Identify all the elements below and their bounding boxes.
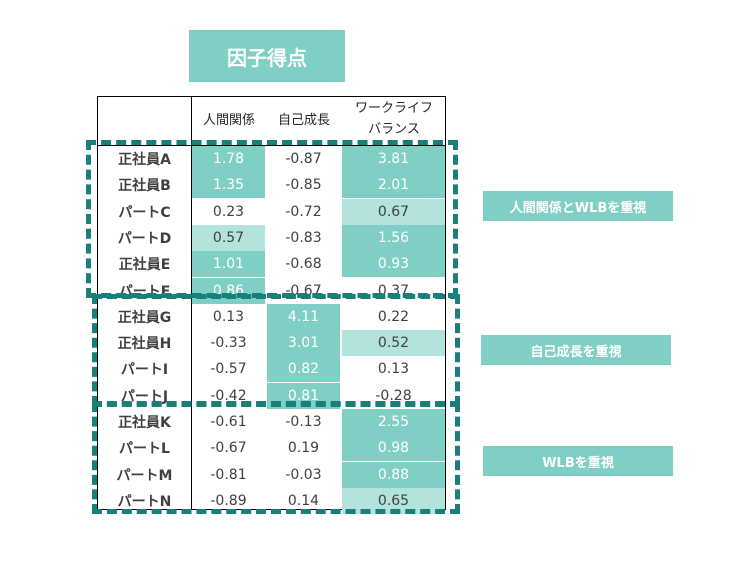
score-cell: 0.93 bbox=[342, 251, 445, 278]
score-cell: 0.82 bbox=[267, 356, 340, 383]
row-label: パートL bbox=[119, 441, 170, 458]
score-cell: -0.33 bbox=[210, 335, 247, 352]
row-label: 正社員B bbox=[118, 178, 171, 195]
row-label: 正社員A bbox=[118, 152, 171, 168]
score-cell: 1.01 bbox=[192, 251, 265, 278]
score-cell: 1.78 bbox=[192, 146, 265, 172]
score-cell: -0.89 bbox=[210, 492, 247, 509]
page-title: 因子得点 bbox=[189, 30, 345, 82]
score-cell: -0.72 bbox=[285, 203, 322, 220]
score-cell: 1.56 bbox=[342, 224, 445, 251]
score-cell: 0.19 bbox=[287, 440, 320, 457]
score-cell: -0.13 bbox=[285, 414, 322, 430]
score-cell: -0.03 bbox=[285, 466, 322, 483]
row-label: パートD bbox=[117, 230, 172, 247]
score-cell: -0.85 bbox=[285, 177, 322, 194]
score-cell: 3.01 bbox=[267, 330, 340, 357]
score-cell: 0.14 bbox=[287, 492, 320, 509]
score-cell: -0.61 bbox=[210, 414, 247, 430]
score-cell: -0.83 bbox=[285, 229, 322, 246]
score-cell: 0.57 bbox=[192, 224, 265, 251]
score-cell: -0.87 bbox=[285, 151, 322, 167]
score-cell: 2.01 bbox=[342, 172, 445, 199]
row-label: パートC bbox=[118, 204, 171, 221]
row-label: パートJ bbox=[120, 388, 169, 405]
score-cell: -0.42 bbox=[210, 387, 247, 404]
column-header-0: 人間関係 bbox=[202, 113, 255, 128]
score-cell: -0.28 bbox=[375, 387, 412, 404]
row-label: パートN bbox=[117, 493, 172, 510]
row-label: パートI bbox=[120, 362, 169, 379]
row-label: 正社員E bbox=[118, 257, 171, 274]
group-label: 人間関係とWLBを重視 bbox=[483, 191, 673, 221]
row-label: 正社員K bbox=[118, 415, 171, 431]
table-divider-vertical bbox=[191, 96, 192, 510]
group-label: 自己成長を重視 bbox=[481, 335, 671, 365]
score-cell: 2.55 bbox=[342, 409, 445, 435]
score-cell: 0.88 bbox=[342, 461, 445, 488]
group-box bbox=[92, 294, 460, 406]
row-label: 正社員G bbox=[117, 309, 172, 326]
score-cell: 1.35 bbox=[192, 172, 265, 199]
score-cell: 3.81 bbox=[342, 146, 445, 172]
score-cell: 0.52 bbox=[342, 330, 445, 357]
score-cell: 0.13 bbox=[377, 361, 410, 378]
group-box bbox=[86, 140, 458, 298]
score-cell: 0.23 bbox=[212, 203, 245, 220]
score-cell: -0.68 bbox=[285, 256, 322, 273]
score-cell: -0.67 bbox=[210, 440, 247, 457]
column-header-2: ワークライフ バランス bbox=[354, 101, 433, 137]
group-label: WLBを重視 bbox=[483, 446, 673, 476]
row-label: 正社員H bbox=[117, 336, 172, 353]
score-cell: 4.11 bbox=[267, 303, 340, 330]
score-cell: -0.57 bbox=[210, 361, 247, 378]
score-cell: -0.81 bbox=[210, 466, 247, 483]
score-cell: 0.22 bbox=[377, 308, 410, 325]
row-label: パートM bbox=[116, 467, 173, 484]
table-divider-horizontal bbox=[97, 145, 446, 146]
column-header-1: 自己成長 bbox=[277, 113, 330, 128]
group-box bbox=[92, 402, 460, 514]
score-cell: 0.67 bbox=[342, 198, 445, 225]
score-cell: 0.13 bbox=[212, 308, 245, 325]
score-cell: 0.98 bbox=[342, 435, 445, 462]
